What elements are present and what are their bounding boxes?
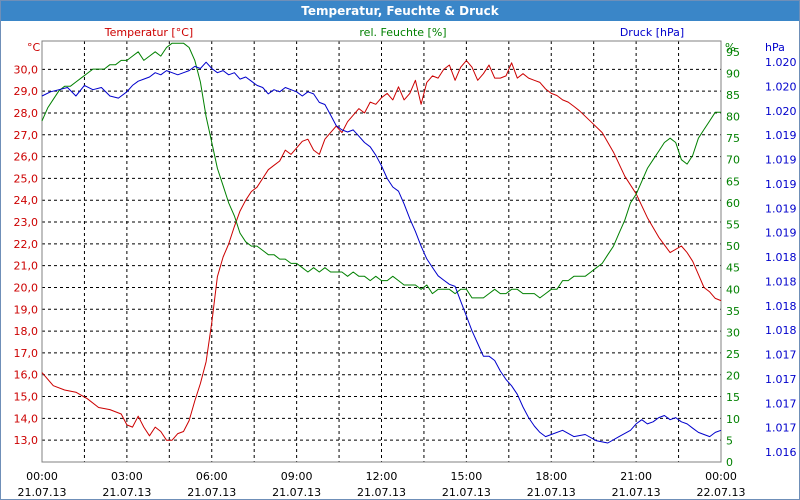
temperature-tick: 29,0: [14, 85, 39, 98]
date-tick: 21.07.13: [187, 486, 236, 499]
humidity-tick: 80: [726, 111, 740, 124]
date-tick: 21.07.13: [527, 486, 576, 499]
pressure-tick: 1.018: [765, 251, 797, 264]
pressure-tick-labels: 1.020 1.020 1.020 1.019 1.019 1.019 1.019 1.019…: [765, 56, 797, 459]
plot-border: [41, 40, 722, 463]
humidity-tick: 95: [726, 46, 740, 59]
humidity-tick: 45: [726, 262, 740, 275]
temperature-tick: 24,0: [14, 194, 39, 207]
humidity-tick: 75: [726, 132, 740, 145]
pressure-axis-label: Druck [hPa]: [620, 26, 684, 39]
date-tick: 21.07.13: [442, 486, 491, 499]
pressure-tick: 1.018: [765, 324, 797, 337]
time-tick: 15:00: [451, 470, 483, 483]
humidity-tick: 25: [726, 348, 740, 361]
humidity-tick: 15: [726, 391, 740, 404]
temperature-tick: 14,0: [14, 412, 39, 425]
temperature-tick: 28,0: [14, 107, 39, 120]
humidity-tick: 30: [726, 326, 740, 339]
humidity-tick: 5: [726, 434, 733, 447]
temperature-tick: 22,0: [14, 238, 39, 251]
pressure-tick: 1.019: [765, 154, 797, 167]
plot-frame: [41, 40, 722, 463]
date-tick: 22.07.13: [697, 486, 746, 499]
pressure-tick: 1.019: [765, 227, 797, 240]
time-tick: 12:00: [366, 470, 398, 483]
temperature-tick: 26,0: [14, 151, 39, 164]
time-tick: 06:00: [196, 470, 228, 483]
pressure-tick: 1.020: [765, 105, 797, 118]
time-tick-labels: 00:00 21.07.13 03:00 21.07.13 06:00 21.07.13 0…: [18, 470, 746, 499]
time-tick: 18:00: [535, 470, 567, 483]
pressure-unit: hPa: [765, 41, 785, 54]
date-tick: 21.07.13: [102, 486, 151, 499]
pressure-tick: 1.019: [765, 202, 797, 215]
grid: [42, 41, 721, 462]
pressure-tick: 1.019: [765, 129, 797, 142]
humidity-axis-label: rel. Feuchte [%]: [359, 26, 446, 39]
temperature-tick-labels: 30,0 29,0 28,0 27,0 26,0 25,0 24,0 23,0 22,0 21,0…: [14, 63, 39, 447]
series-layer: [41, 42, 722, 444]
time-tick: 03:00: [111, 470, 143, 483]
pressure-tick: 1.017: [765, 373, 797, 386]
pressure-tick: 1.020: [765, 56, 797, 69]
pressure-tick: 1.016: [765, 446, 797, 459]
temperature-tick: 19,0: [14, 303, 39, 316]
temperature-tick: 27,0: [14, 129, 39, 142]
weather-chart: Temperatur [°C] rel. Feuchte [%] Druck [hP…: [14, 26, 797, 499]
date-tick: 21.07.13: [612, 486, 661, 499]
temperature-tick: 21,0: [14, 260, 39, 273]
humidity-tick: 90: [726, 67, 740, 80]
humidity-tick: 60: [726, 197, 740, 210]
humidity-tick: 40: [726, 283, 740, 296]
series-line-humidity: [41, 42, 721, 299]
date-tick: 21.07.13: [18, 486, 67, 499]
temperature-tick: 20,0: [14, 281, 39, 294]
pressure-tick: 1.020: [765, 80, 797, 93]
temperature-tick: 23,0: [14, 216, 39, 229]
time-tick: 09:00: [281, 470, 313, 483]
date-tick: 21.07.13: [272, 486, 321, 499]
pressure-tick: 1.017: [765, 422, 797, 435]
pressure-tick: 1.018: [765, 275, 797, 288]
temperature-tick: 30,0: [14, 63, 39, 76]
humidity-tick: 65: [726, 175, 740, 188]
temperature-tick: 17,0: [14, 347, 39, 360]
pressure-tick: 1.018: [765, 300, 797, 313]
humidity-tick: 10: [726, 413, 740, 426]
time-tick: 00:00: [705, 470, 737, 483]
date-tick: 21.07.13: [357, 486, 406, 499]
temperature-tick: 18,0: [14, 325, 39, 338]
series-line-temperature: [41, 60, 722, 441]
humidity-tick: 85: [726, 89, 740, 102]
humidity-unit: %: [725, 41, 735, 54]
temperature-tick: 16,0: [14, 369, 39, 382]
temperature-unit: °C: [27, 41, 41, 54]
temperature-tick: 25,0: [14, 172, 39, 185]
axis-labels: Temperatur [°C] rel. Feuchte [%] Druck [hP…: [27, 26, 785, 54]
temperature-tick: 15,0: [14, 391, 39, 404]
humidity-tick: 35: [726, 305, 740, 318]
humidity-tick: 20: [726, 370, 740, 383]
time-tick: 21:00: [620, 470, 652, 483]
pressure-tick: 1.019: [765, 178, 797, 191]
window-title: Temperatur, Feuchte & Druck: [1, 1, 799, 21]
humidity-tick: 70: [726, 154, 740, 167]
series-line-pressure: [41, 61, 722, 444]
temperature-tick: 13,0: [14, 434, 39, 447]
pressure-tick: 1.017: [765, 349, 797, 362]
time-tick: 00:00: [26, 470, 58, 483]
pressure-tick: 1.017: [765, 397, 797, 410]
humidity-tick: 0: [726, 456, 733, 469]
humidity-tick: 55: [726, 219, 740, 232]
humidity-tick: 50: [726, 240, 740, 253]
temperature-axis-label: Temperatur [°C]: [104, 26, 193, 39]
